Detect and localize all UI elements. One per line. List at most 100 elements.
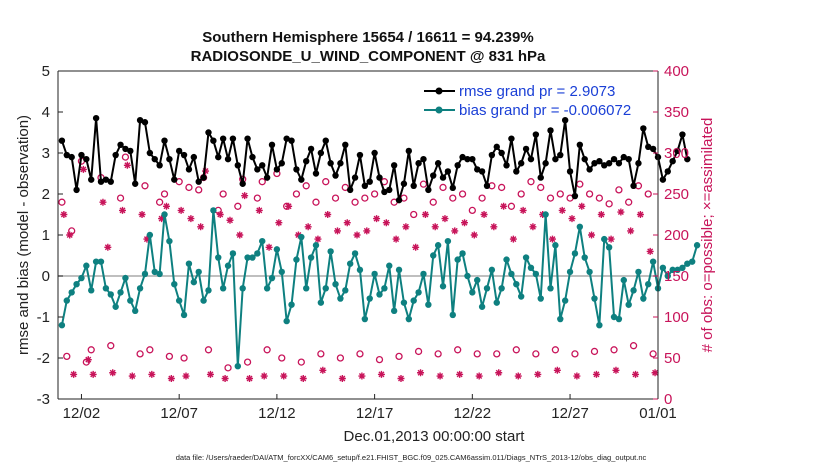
rmse-point [684,155,691,163]
legend-bias-marker [435,106,443,114]
rmse-point [571,192,579,200]
obs-possible-point [527,178,535,186]
obs-assimilated-point [529,223,537,231]
obs-assimilated-point [461,219,469,227]
obs-possible-point [322,178,330,186]
bias-point [581,254,588,261]
bias-point [342,287,349,294]
rmse-point [303,158,310,165]
rmse-point [190,153,198,161]
rmse-point [112,151,119,159]
rmse-point [73,186,80,194]
obs-assimilated-point [84,356,92,364]
rmse-point [410,182,417,189]
bias-point [464,272,471,280]
bias-point [73,281,80,288]
legend-bias-label: bias grand pr = -0.006072 [459,102,631,119]
obs-possible-point [537,183,545,192]
obs-assimilated-point [314,235,322,243]
bias-point [586,268,593,276]
obs-assimilated-point [275,219,283,227]
rmse-point [381,188,388,196]
y2-axis-label: # of obs: o=possible; ×=assimilated [699,118,716,353]
rmse-point [146,149,154,157]
bias-point [493,299,500,306]
obs-possible-point [454,346,462,354]
rmse-point [532,131,540,138]
bias-point [312,242,320,249]
obs-assimilated-point [519,206,527,214]
obs-assimilated-point [441,215,449,223]
bias-point [249,254,256,261]
obs-possible-point [297,358,305,366]
y-tick-label: 5 [42,63,50,80]
obs-assimilated-point [89,370,97,378]
rmse-point [659,176,667,183]
obs-assimilated-point [162,202,170,210]
x-tick-label: 12/02 [63,405,101,422]
rmse-point [371,149,378,157]
rmse-point [141,119,149,126]
rmse-point [293,166,300,173]
rmse-point [591,160,598,167]
bias-point [307,254,315,261]
rmse-point [561,117,569,124]
rmse-point [268,141,276,148]
bias-point [527,264,535,271]
rmse-point [400,180,408,187]
bias-point [503,256,510,263]
rmse-point [386,186,393,194]
obs-possible-point [278,354,286,362]
rmse-point [444,168,452,175]
obs-assimilated-point [206,370,214,378]
rmse-point [478,168,486,175]
rmse-point [547,127,554,134]
obs-assimilated-point [627,227,635,235]
rmse-point [195,178,202,185]
obs-possible-point [449,194,457,202]
rmse-point [630,182,637,189]
obs-possible-point [629,342,638,350]
obs-assimilated-point [646,247,654,255]
rmse-point [83,155,90,163]
obs-assimilated-point [632,370,640,378]
rmse-point [576,141,584,148]
rmse-point [278,160,285,167]
obs-assimilated-point [202,167,210,175]
rmse-point [254,166,261,173]
rmse-point [283,135,290,142]
rmse-point [552,155,559,163]
legend-rmse-label: rmse grand pr = 2.9073 [459,83,615,100]
rmse-point [210,137,217,144]
bias-point [78,274,85,282]
obs-assimilated-point [319,366,327,374]
obs-possible-point [116,194,125,202]
obs-assimilated-point [343,219,351,227]
obs-assimilated-point [260,372,268,380]
rmse-point [645,143,652,151]
rmse-point [395,196,403,204]
obs-assimilated-point [66,231,74,239]
rmse-point [88,176,95,183]
obs-possible-point [590,347,599,356]
y-axis-label: rmse and bias (model - observation) [15,115,32,355]
bias-point [263,285,271,292]
obs-assimilated-point [451,227,459,235]
rmse-point [420,155,427,163]
rmse-point [508,135,515,142]
rmse-point [390,162,398,169]
obs-assimilated-point [475,372,483,380]
bias-point [517,293,525,300]
obs-assimilated-point [592,370,600,378]
obs-possible-point [204,346,213,354]
bias-point [547,285,554,292]
rmse-point [107,178,114,185]
rmse-point [679,131,686,138]
obs-possible-point [551,346,560,354]
bias-point [386,262,393,269]
rmse-point [166,155,173,163]
bias-point [395,266,403,274]
rmse-point [483,182,491,189]
rmse-point [117,141,124,148]
obs-assimilated-point [553,366,561,374]
